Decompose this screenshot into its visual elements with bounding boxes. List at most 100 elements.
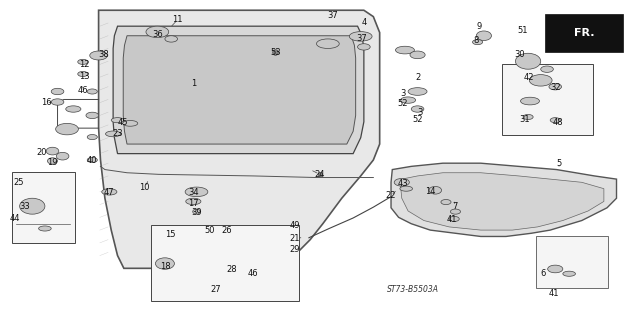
Text: 47: 47 [104, 188, 115, 197]
Ellipse shape [563, 271, 575, 276]
Ellipse shape [78, 59, 88, 64]
Ellipse shape [86, 112, 99, 119]
Ellipse shape [451, 209, 460, 214]
Text: 8: 8 [473, 36, 479, 45]
Text: 25: 25 [13, 178, 23, 187]
FancyBboxPatch shape [536, 236, 608, 288]
Text: 9: 9 [476, 22, 482, 31]
Ellipse shape [47, 158, 58, 164]
Ellipse shape [400, 186, 413, 191]
Ellipse shape [529, 75, 552, 86]
Polygon shape [123, 36, 356, 144]
Polygon shape [391, 163, 617, 236]
Ellipse shape [56, 152, 69, 160]
Ellipse shape [549, 84, 561, 90]
Text: 12: 12 [80, 60, 90, 69]
Text: 1: 1 [191, 79, 196, 88]
Ellipse shape [349, 32, 372, 41]
Ellipse shape [520, 97, 539, 105]
Text: 52: 52 [398, 99, 408, 108]
Text: 43: 43 [398, 180, 408, 188]
Text: 16: 16 [41, 98, 51, 107]
Text: 11: 11 [172, 15, 183, 24]
Ellipse shape [316, 39, 339, 49]
Text: 7: 7 [453, 202, 458, 211]
Text: 2: 2 [415, 73, 420, 82]
Ellipse shape [358, 44, 370, 50]
Text: 27: 27 [210, 284, 221, 293]
Text: 34: 34 [188, 188, 199, 197]
Ellipse shape [449, 216, 460, 221]
Ellipse shape [523, 115, 533, 120]
Ellipse shape [411, 106, 424, 112]
Ellipse shape [87, 89, 97, 94]
Ellipse shape [102, 189, 117, 195]
Text: 17: 17 [188, 198, 199, 207]
Text: 37: 37 [327, 11, 337, 20]
Ellipse shape [156, 258, 174, 269]
Ellipse shape [106, 131, 121, 137]
Text: 44: 44 [9, 214, 20, 223]
Polygon shape [99, 10, 380, 268]
FancyBboxPatch shape [501, 64, 592, 135]
Ellipse shape [394, 179, 410, 186]
Text: 21: 21 [289, 234, 299, 243]
Text: 10: 10 [139, 183, 150, 192]
Ellipse shape [111, 118, 124, 123]
Text: 19: 19 [47, 158, 58, 167]
Text: 49: 49 [290, 221, 300, 230]
Text: 29: 29 [289, 245, 299, 254]
Ellipse shape [476, 31, 491, 41]
Ellipse shape [185, 187, 208, 197]
Ellipse shape [46, 147, 59, 155]
Text: 3: 3 [417, 108, 423, 117]
Ellipse shape [78, 71, 88, 76]
Ellipse shape [548, 265, 563, 273]
FancyBboxPatch shape [12, 172, 75, 244]
Text: 14: 14 [425, 188, 436, 196]
Text: 15: 15 [165, 230, 175, 239]
Text: 42: 42 [523, 73, 534, 82]
Ellipse shape [192, 209, 200, 214]
Text: 51: 51 [517, 27, 528, 36]
Text: 18: 18 [160, 262, 170, 271]
Ellipse shape [87, 134, 97, 140]
Ellipse shape [39, 226, 51, 231]
Ellipse shape [429, 187, 442, 194]
Text: 13: 13 [79, 72, 90, 81]
Text: 32: 32 [550, 83, 561, 92]
Ellipse shape [541, 66, 553, 72]
Text: 26: 26 [222, 226, 232, 235]
Text: 33: 33 [20, 202, 30, 211]
Ellipse shape [401, 97, 416, 103]
Text: 20: 20 [37, 148, 47, 156]
Text: 24: 24 [315, 170, 325, 179]
Text: 5: 5 [556, 159, 561, 168]
Text: 48: 48 [553, 118, 563, 127]
Text: 31: 31 [520, 115, 530, 124]
Ellipse shape [550, 118, 560, 123]
Text: 41: 41 [549, 289, 559, 298]
Ellipse shape [123, 121, 138, 126]
Ellipse shape [51, 88, 64, 95]
Ellipse shape [515, 53, 541, 69]
Ellipse shape [51, 99, 64, 105]
Ellipse shape [441, 199, 451, 204]
Polygon shape [113, 26, 364, 154]
Text: 39: 39 [191, 208, 202, 217]
Ellipse shape [410, 51, 425, 59]
Ellipse shape [87, 157, 97, 163]
Ellipse shape [185, 198, 201, 204]
Text: ST73-B5503A: ST73-B5503A [387, 284, 439, 293]
Ellipse shape [396, 46, 415, 54]
Ellipse shape [165, 36, 177, 42]
Text: 40: 40 [87, 156, 97, 165]
Ellipse shape [20, 198, 45, 214]
Ellipse shape [472, 40, 482, 45]
Text: 52: 52 [412, 115, 423, 124]
Text: 22: 22 [385, 191, 396, 200]
Text: 36: 36 [152, 30, 163, 39]
Ellipse shape [90, 51, 108, 60]
Polygon shape [401, 173, 604, 230]
Text: 45: 45 [117, 118, 128, 127]
